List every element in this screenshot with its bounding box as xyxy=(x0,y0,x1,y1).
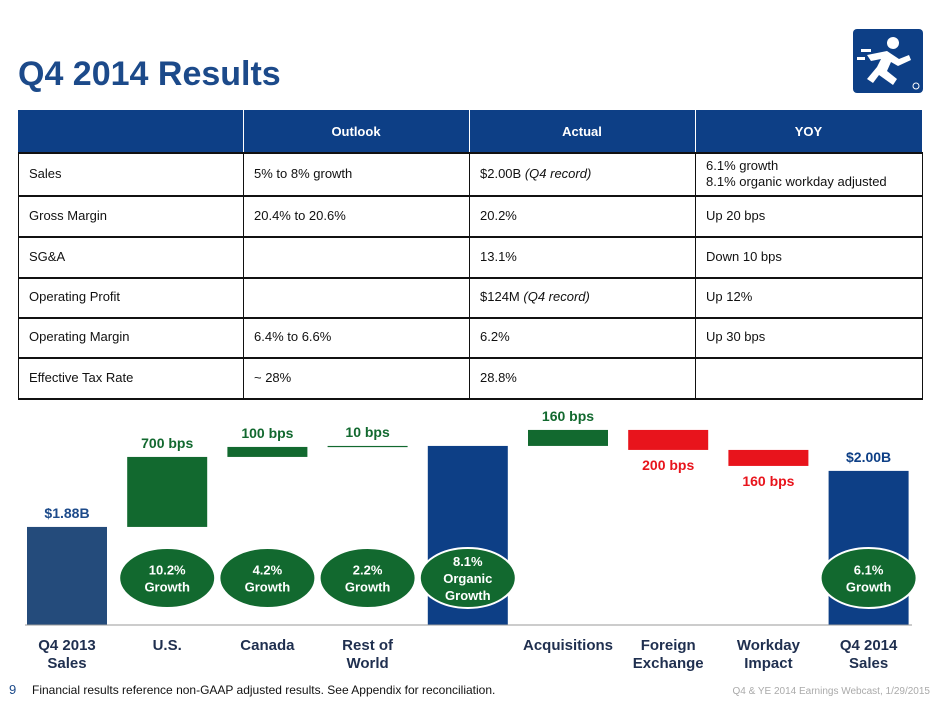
header-divider xyxy=(243,110,244,152)
logo xyxy=(853,29,923,93)
value-label: $1.88B xyxy=(44,505,89,521)
source: Q4 & YE 2014 Earnings Webcast, 1/29/2015 xyxy=(732,686,930,697)
category-label: Acquisitions xyxy=(523,637,613,654)
delta-bar xyxy=(528,429,608,446)
header-divider xyxy=(695,110,696,152)
footnote: Financial results reference non-GAAP adj… xyxy=(32,683,496,697)
value-label: 100 bps xyxy=(241,425,293,441)
cell-text: 8.1% organic workday adjusted xyxy=(706,173,887,189)
category-label: U.S. xyxy=(153,637,182,654)
bubble-text: Growth xyxy=(144,580,190,595)
category-label: Sales xyxy=(849,655,888,672)
header-divider xyxy=(469,110,470,152)
category-label: Impact xyxy=(744,655,792,672)
value-label: 700 bps xyxy=(141,435,193,451)
bubble-text: 2.2% xyxy=(353,563,383,578)
bubble-text: Growth xyxy=(445,588,491,603)
bubble-text: 8.1% xyxy=(453,554,483,569)
value-label: 200 bps xyxy=(642,457,694,473)
row-line xyxy=(18,236,923,238)
col-line xyxy=(18,152,19,398)
bubble-text: Growth xyxy=(846,580,892,595)
table-header-bg xyxy=(18,110,922,152)
page-number: 9 xyxy=(9,682,17,697)
category-label: Exchange xyxy=(633,655,704,672)
growth-bubble xyxy=(118,547,217,609)
table-cell: $2.00B (Q4 record) xyxy=(469,152,695,195)
table-cell: SG&A xyxy=(29,248,66,264)
growth-bubble xyxy=(318,547,417,609)
table-cell: 20.4% to 20.6% xyxy=(254,207,346,223)
table-cell: Gross Margin xyxy=(29,207,108,223)
growth-bubble xyxy=(218,547,317,609)
title: Q4 2014 Results xyxy=(18,55,281,93)
bubble-text: 10.2% xyxy=(149,563,186,578)
cell-text: $124M xyxy=(480,289,520,304)
bubble-text: 4.2% xyxy=(253,563,283,578)
table-cell: Up 12% xyxy=(706,289,753,304)
col-line xyxy=(695,152,696,398)
col-line xyxy=(243,152,244,398)
table-cell: Operating Margin xyxy=(29,329,130,344)
delta-bar xyxy=(327,445,408,448)
table-cell: 28.8% xyxy=(480,369,517,385)
growth-bubble xyxy=(418,547,517,609)
bubble-text: Growth xyxy=(245,580,291,595)
table-cell: 6.2% xyxy=(480,329,510,344)
value-label: $2.00B xyxy=(846,449,891,465)
bubble-text: Growth xyxy=(345,580,391,595)
value-label: 160 bps xyxy=(742,473,794,489)
delta-bar xyxy=(628,429,709,450)
row-line xyxy=(18,357,923,359)
column-header: Outlook xyxy=(331,123,381,139)
table-cell: Down 10 bps xyxy=(706,248,782,264)
bubble-text: Organic xyxy=(443,571,492,586)
table-cell: 6.4% to 6.6% xyxy=(254,329,332,344)
delta-bar xyxy=(728,449,809,466)
column-header: YOY xyxy=(794,123,823,139)
category-label: World xyxy=(346,655,388,672)
category-label: Sales xyxy=(47,655,86,672)
value-label: 160 bps xyxy=(542,408,594,424)
table-cell: $124M (Q4 record) xyxy=(469,277,695,317)
table-cell: ~ 28% xyxy=(254,369,292,385)
growth-bubble xyxy=(819,547,918,609)
table-cell: Up 30 bps xyxy=(706,329,766,344)
category-label: Foreign xyxy=(641,637,696,654)
cell-note: (Q4 record) xyxy=(524,165,592,181)
column-header: Actual xyxy=(562,123,602,139)
row-line xyxy=(18,277,923,279)
col-line xyxy=(922,152,923,398)
row-line xyxy=(18,195,923,197)
category-label: Workday xyxy=(737,637,801,654)
row-line xyxy=(18,317,923,319)
delta-bar xyxy=(127,456,208,527)
delta-bar xyxy=(227,446,308,457)
cell-note: (Q4 record) xyxy=(523,289,590,304)
table-cell: 13.1% xyxy=(480,248,517,264)
table-cell: Sales xyxy=(29,165,62,181)
table-cell: 20.2% xyxy=(480,207,517,223)
table-cell: 5% to 8% growth xyxy=(254,165,353,181)
category-label: Rest of xyxy=(342,637,394,654)
col-line xyxy=(469,152,470,398)
table-cell: Up 20 bps xyxy=(706,207,766,223)
value-label: 10 bps xyxy=(345,424,390,440)
cell-text: 6.1% growth xyxy=(706,157,779,173)
table-cell: Operating Profit xyxy=(29,289,121,304)
category-label: Canada xyxy=(240,637,295,654)
bubble-text: 6.1% xyxy=(854,563,884,578)
cell-text: $2.00B xyxy=(480,165,522,181)
table-cell: Effective Tax Rate xyxy=(29,369,134,385)
row-line xyxy=(18,152,923,154)
table-cell: 6.1% growth 8.1% organic workday adjusted xyxy=(695,152,922,195)
total-bar xyxy=(27,526,107,625)
category-label: Q4 2014 xyxy=(840,637,898,654)
row-line xyxy=(18,398,923,400)
category-label: Q4 2013 xyxy=(38,637,96,654)
